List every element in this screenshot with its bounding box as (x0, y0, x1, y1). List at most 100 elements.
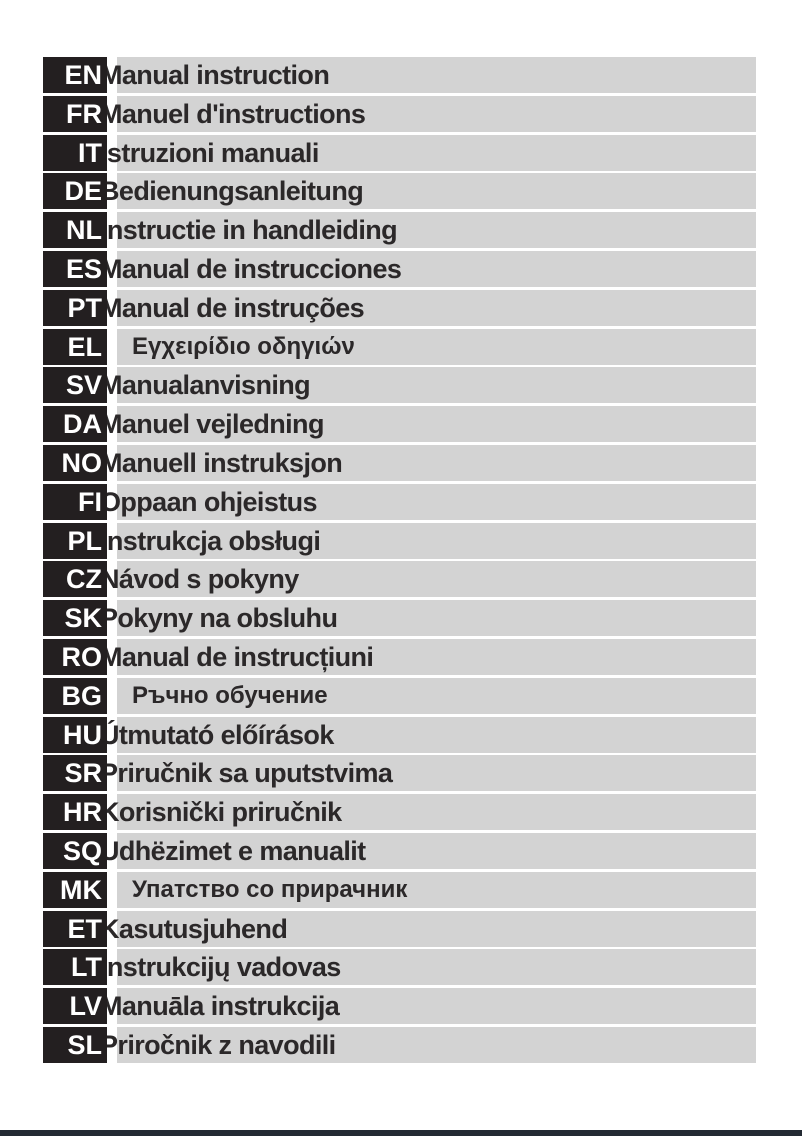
language-code-badge: SV (43, 367, 107, 404)
language-row: Instrukcijų vadovas LT (43, 949, 756, 986)
manual-title-label: Útmutató előírások (100, 719, 334, 750)
language-row: Návod s pokyny CZ (43, 561, 756, 598)
row-bar (117, 561, 756, 598)
language-code-badge: FR (43, 95, 107, 132)
language-row: Manual de instruções PT (43, 289, 756, 326)
language-code-badge: ES (43, 250, 107, 287)
language-row: Упатство со прирачник MK (43, 871, 756, 908)
manual-title-label: Manuel d'instructions (100, 98, 366, 129)
language-row: Útmutató előírások HU (43, 716, 756, 753)
manual-title-label: Pokyny na obsluhu (100, 603, 338, 634)
row-bar (117, 522, 756, 559)
language-code-badge: PT (43, 289, 107, 326)
language-code-badge: LT (43, 949, 107, 986)
row-bar (117, 289, 756, 326)
language-row: Manuell instruksjon NO (43, 444, 756, 481)
row-bar (117, 1026, 756, 1063)
language-code-badge: LV (43, 988, 107, 1025)
language-code-badge: NL (43, 212, 107, 249)
manual-title-label: Manual de instrucciones (100, 253, 402, 284)
language-code-badge: CZ (43, 561, 107, 598)
language-code-badge: IT (43, 134, 107, 171)
row-bar (117, 794, 756, 831)
row-bar (117, 677, 756, 714)
language-code-badge: NO (43, 444, 107, 481)
manual-title-label: Korisnički priručnik (100, 797, 342, 828)
language-code-badge: EL (43, 328, 107, 365)
manual-title-label: Упатство со прирачник (132, 875, 408, 903)
language-row: Manual de instrucciones ES (43, 250, 756, 287)
row-bar (117, 134, 756, 171)
language-row: Udhëzimet e manualit SQ (43, 832, 756, 869)
language-code-badge: SR (43, 755, 107, 792)
language-row: Priročnik z navodili SL (43, 1026, 756, 1063)
row-bar (117, 367, 756, 404)
language-code-badge: PL (43, 522, 107, 559)
language-code-badge: FI (43, 483, 107, 520)
language-row: Manual de instrucțiuni RO (43, 638, 756, 675)
language-list: Manual instruction EN Manuel d'instruction… (43, 57, 756, 1066)
language-row: Ръчно обучение BG (43, 677, 756, 714)
row-bar (117, 444, 756, 481)
manual-title-label: Manuāla instrukcija (100, 991, 340, 1022)
row-bar (117, 832, 756, 869)
row-bar (117, 600, 756, 637)
row-bar (117, 95, 756, 132)
row-bar (117, 173, 756, 210)
manual-title-label: Instrukcijų vadovas (100, 952, 341, 983)
language-row: Manuel vejledning DA (43, 406, 756, 443)
language-code-badge: DE (43, 173, 107, 210)
manual-title-label: Manuell instruksjon (100, 447, 343, 478)
language-row: Priručnik sa uputstvima SR (43, 755, 756, 792)
manual-title-label: Priročnik z navodili (100, 1029, 336, 1060)
row-bar (117, 250, 756, 287)
language-code-badge: RO (43, 638, 107, 675)
manual-title-label: Manuel vejledning (100, 409, 324, 440)
language-code-badge: BG (43, 677, 107, 714)
language-row: Manuel d'instructions FR (43, 95, 756, 132)
language-code-badge: HU (43, 716, 107, 753)
row-bar (117, 406, 756, 443)
manual-title-label: Udhëzimet e manualit (100, 835, 366, 866)
manual-title-label: Manual de instruções (100, 292, 365, 323)
manual-title-label: Instructie in handleiding (100, 215, 398, 246)
language-code-badge: ET (43, 910, 107, 947)
manual-title-label: Manual de instrucțiuni (100, 641, 374, 672)
language-code-badge: EN (43, 57, 107, 93)
row-bar (117, 483, 756, 520)
language-row: Instrukcja obsługi PL (43, 522, 756, 559)
manual-title-label: Manual instruction (100, 60, 330, 90)
language-code-badge: SQ (43, 832, 107, 869)
language-code-badge: MK (43, 871, 107, 908)
manual-title-label: Oppaan ohjeistus (100, 486, 318, 517)
language-row: Pokyny na obsluhu SK (43, 600, 756, 637)
row-bar (117, 328, 756, 365)
manual-title-label: Priručnik sa uputstvima (100, 758, 393, 789)
language-code-badge: HR (43, 794, 107, 831)
manual-title-label: Istruzioni manuali (100, 137, 319, 168)
manual-title-label: Instrukcja obsługi (100, 525, 321, 556)
language-row: Manualanvisning SV (43, 367, 756, 404)
row-bar (117, 910, 756, 947)
language-row: Istruzioni manuali IT (43, 134, 756, 171)
row-bar (117, 57, 756, 93)
language-row: Εγχειρίδιο οδηγιών EL (43, 328, 756, 365)
language-row: Oppaan ohjeistus FI (43, 483, 756, 520)
manual-title-label: Manualanvisning (100, 370, 311, 401)
manual-title-label: Bedienungsanleitung (100, 176, 364, 207)
language-code-badge: SK (43, 600, 107, 637)
manual-title-label: Εγχειρίδιο οδηγιών (132, 332, 355, 360)
language-code-badge: DA (43, 406, 107, 443)
row-bar (117, 716, 756, 753)
language-row: Instructie in handleiding NL (43, 212, 756, 249)
manual-title-label: Ръчно обучение (132, 681, 328, 709)
language-row: Manual instruction EN (43, 57, 756, 93)
language-row: Bedienungsanleitung DE (43, 173, 756, 210)
row-bar (117, 212, 756, 249)
row-bar (117, 949, 756, 986)
language-row: Korisnički priručnik HR (43, 794, 756, 831)
row-bar (117, 871, 756, 908)
row-bar (117, 755, 756, 792)
manual-title-label: Kasutusjuhend (100, 913, 288, 944)
row-bar (117, 988, 756, 1025)
